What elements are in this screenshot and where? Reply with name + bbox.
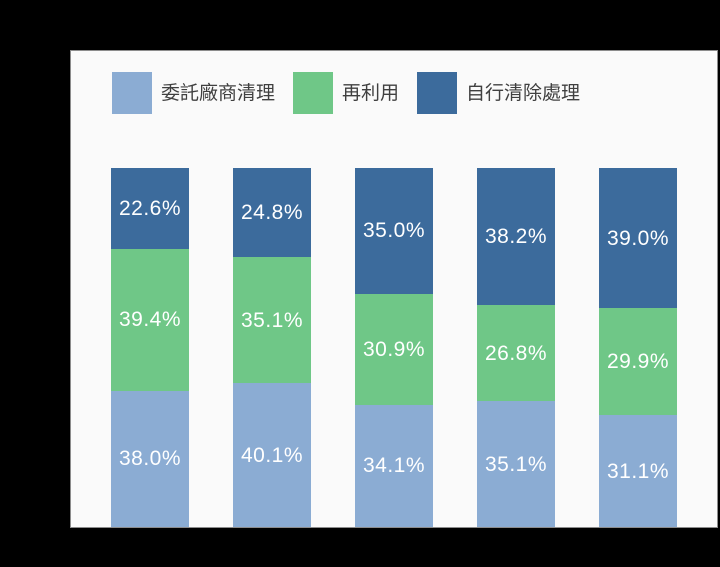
bar-segment: 24.8% bbox=[233, 168, 311, 258]
bar-segment: 38.0% bbox=[111, 390, 189, 528]
bar-segment-value-label: 35.0% bbox=[362, 219, 426, 243]
legend-swatch-icon bbox=[112, 72, 152, 114]
stacked-bar-4: 38.2% 26.8% 35.1% bbox=[477, 168, 555, 527]
stacked-bar-3: 35.0% 30.9% 34.1% bbox=[355, 168, 433, 528]
bar-segment: 35.0% bbox=[355, 168, 433, 294]
bar-plot-area: 22.6% 39.4% 38.0% 24.8% 35.1% 40.1% 35.0% 30.9%… bbox=[111, 168, 677, 528]
bar-segment: 40.1% bbox=[233, 383, 311, 527]
bar-segment: 30.9% bbox=[355, 293, 433, 405]
legend-swatch-icon bbox=[417, 72, 458, 114]
bar-segment: 31.1% bbox=[599, 415, 677, 528]
bar-segment-value-label: 24.8% bbox=[240, 201, 304, 225]
bar-segment: 39.4% bbox=[111, 249, 189, 391]
legend-label: 委託廠商清理 bbox=[161, 82, 276, 104]
bar-segment-value-label: 30.9% bbox=[362, 337, 426, 361]
chart-legend: 委託廠商清理 再利用 自行清除處理 bbox=[112, 72, 598, 114]
stacked-bar-5: 39.0% 29.9% 31.1% bbox=[599, 168, 677, 528]
bar-segment: 35.1% bbox=[477, 401, 555, 527]
bar-segment-value-label: 38.2% bbox=[484, 225, 548, 248]
legend-swatch-icon bbox=[293, 72, 334, 114]
bar-segment-value-label: 34.1% bbox=[362, 454, 426, 478]
bar-segment-value-label: 39.0% bbox=[606, 226, 670, 250]
legend-item-3: 自行清除處理 bbox=[417, 72, 580, 114]
bar-segment-value-label: 35.1% bbox=[240, 308, 304, 332]
bar-segment: 22.6% bbox=[111, 168, 189, 250]
bar-segment-value-label: 22.6% bbox=[118, 197, 182, 221]
stacked-bar-1: 22.6% 39.4% 38.0% bbox=[111, 168, 189, 528]
bar-segment: 29.9% bbox=[599, 308, 677, 416]
bar-segment: 35.1% bbox=[233, 257, 311, 384]
legend-label: 自行清除處理 bbox=[466, 82, 581, 104]
bar-segment-value-label: 35.1% bbox=[484, 452, 548, 476]
stacked-bar-2: 24.8% 35.1% 40.1% bbox=[233, 168, 311, 527]
bar-segment-value-label: 38.0% bbox=[118, 447, 182, 471]
bar-segment: 38.2% bbox=[477, 168, 555, 305]
legend-item-1: 委託廠商清理 bbox=[112, 72, 275, 114]
bar-segment: 26.8% bbox=[477, 305, 555, 402]
legend-item-2: 再利用 bbox=[293, 72, 399, 114]
bar-segment-value-label: 40.1% bbox=[240, 443, 304, 467]
legend-label: 再利用 bbox=[342, 82, 400, 104]
bar-segment-value-label: 29.9% bbox=[606, 350, 670, 374]
bar-segment-value-label: 39.4% bbox=[118, 308, 182, 332]
bar-segment-value-label: 31.1% bbox=[606, 459, 670, 483]
bar-segment: 34.1% bbox=[355, 404, 433, 528]
chart-panel: 委託廠商清理 再利用 自行清除處理 22.6% 39.4% 38.0% 24.8% 35.1… bbox=[70, 50, 718, 528]
bar-segment: 39.0% bbox=[599, 168, 677, 309]
bar-segment-value-label: 26.8% bbox=[484, 341, 548, 365]
